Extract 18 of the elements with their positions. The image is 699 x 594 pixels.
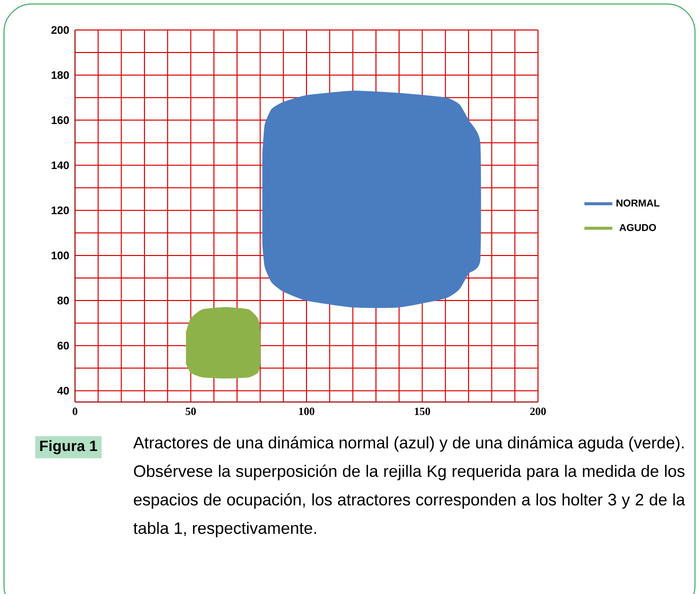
y-tick-label: 80 [57, 296, 69, 304]
y-tick-label: 100 [52, 252, 69, 260]
y-tick-label: 60 [58, 342, 69, 350]
y-tick-label: 160 [52, 116, 69, 124]
legend-label: AGUDO [619, 224, 656, 232]
y-tick-label: 180 [52, 71, 69, 79]
x-tick-label: 50 [186, 408, 196, 416]
x-tick-label: 100 [299, 408, 314, 416]
x-tick-label: 150 [414, 408, 430, 416]
text: Figura 1 [40, 440, 98, 454]
text: Atractores de una dinámica normal (azul) y de una dinámica aguda (verde). Obsérvese la superposición de la rejilla Kg requerida para la medida de los espacios de ocupación, los atractores corresponden a los holter 3 y 2 de la tabla 1, respectivamente. [133, 436, 686, 538]
legend-label: NORMAL [616, 200, 660, 207]
y-tick-label: 140 [52, 161, 69, 170]
y-tick-label: 40 [57, 386, 69, 395]
x-tick-label: 0 [72, 408, 78, 416]
y-tick-label: 120 [52, 206, 69, 214]
y-tick-label: 200 [51, 26, 69, 34]
x-tick-label: 200 [530, 408, 546, 416]
